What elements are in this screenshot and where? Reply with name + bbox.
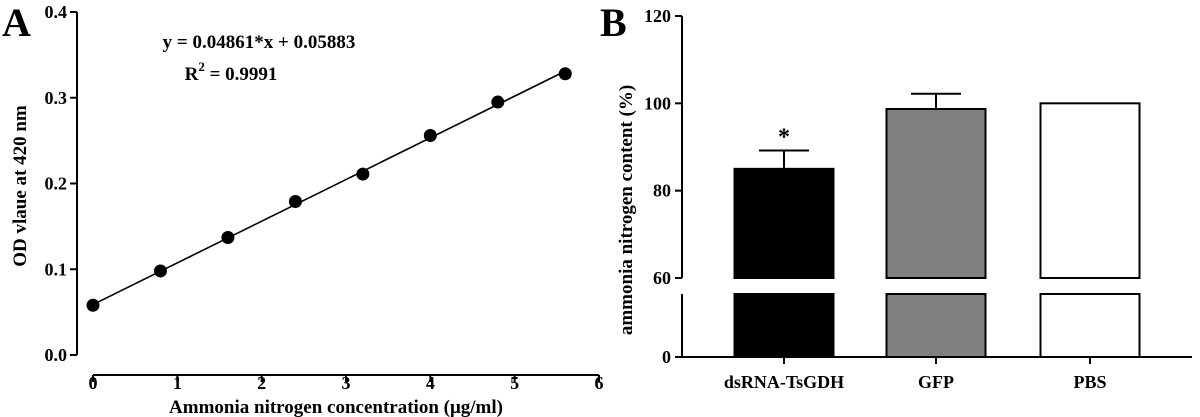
y-tick-label-a: 0.1 <box>45 259 68 279</box>
r-squared-label: R2 = 0.9991 <box>185 59 278 85</box>
bar-2-lower <box>1039 293 1141 358</box>
category-label: PBS <box>1073 372 1106 392</box>
x-tick-label-a: 0 <box>89 373 98 393</box>
panel-b: B 0 60 80 100 120 dsRNA-TsGDH * GFP PBS ammonia … <box>600 0 1192 392</box>
r-squared-exponent: 2 <box>198 59 205 74</box>
y-tick-label-b: 80 <box>653 181 671 201</box>
x-tick-label-a: 1 <box>173 373 182 393</box>
fit-line <box>92 70 566 306</box>
y-tick-label-a: 0.2 <box>45 174 68 194</box>
r-squared-prefix: R <box>185 64 199 85</box>
x-tick-label-a: 2 <box>257 373 266 393</box>
y-tick-label-b: 60 <box>653 268 671 288</box>
significance-marker: * <box>778 124 790 150</box>
panel-a: A 0.0 0.1 0.2 0.3 0.4 0 1 2 3 4 5 6 y = 0.04861*x +… <box>2 0 604 417</box>
data-point <box>558 67 572 81</box>
y-tick-label-b: 100 <box>644 93 671 113</box>
panel-b-plot-area: 0 60 80 100 120 dsRNA-TsGDH * GFP PBS <box>644 6 1192 392</box>
data-point <box>288 195 302 209</box>
y-tick-label-a: 0.0 <box>45 345 68 365</box>
y-tick-label-a: 0.4 <box>45 2 68 22</box>
x-tick-label-a: 6 <box>595 373 604 393</box>
x-tick-label-a: 4 <box>426 373 435 393</box>
data-point <box>423 128 437 142</box>
bar-0-upper <box>733 167 835 279</box>
bar-2-upper <box>1039 102 1141 280</box>
y-axis-title-a: OD vlaue at 420 nm <box>10 105 31 267</box>
y-axis-title-b: ammonia nitrogen content (%) <box>616 85 637 335</box>
data-point <box>491 95 505 109</box>
bar-0-lower <box>733 293 835 358</box>
category-label: GFP <box>918 372 954 392</box>
bar-1-lower <box>885 293 987 358</box>
panel-a-letter: A <box>2 0 31 45</box>
data-point <box>86 298 100 312</box>
x-tick-label-a: 3 <box>342 373 351 393</box>
r-squared-value: = 0.9991 <box>205 64 278 85</box>
data-point <box>221 231 235 245</box>
data-point <box>356 167 370 181</box>
x-tick-label-a: 5 <box>510 373 519 393</box>
panel-b-letter: B <box>600 0 627 45</box>
y-tick-label-a: 0.3 <box>45 88 68 108</box>
category-label: dsRNA-TsGDH <box>724 372 844 392</box>
bar-1-upper <box>885 108 987 280</box>
data-point <box>153 264 167 278</box>
panel-a-plot-area: 0.0 0.1 0.2 0.3 0.4 0 1 2 3 4 5 6 <box>45 2 604 393</box>
fit-equation: y = 0.04861*x + 0.05883 <box>163 32 356 53</box>
x-axis-title-a: Ammonia nitrogen concentration (μg/ml) <box>169 397 503 417</box>
y-tick-label-b: 0 <box>662 347 671 367</box>
y-tick-label-b: 120 <box>644 6 671 26</box>
